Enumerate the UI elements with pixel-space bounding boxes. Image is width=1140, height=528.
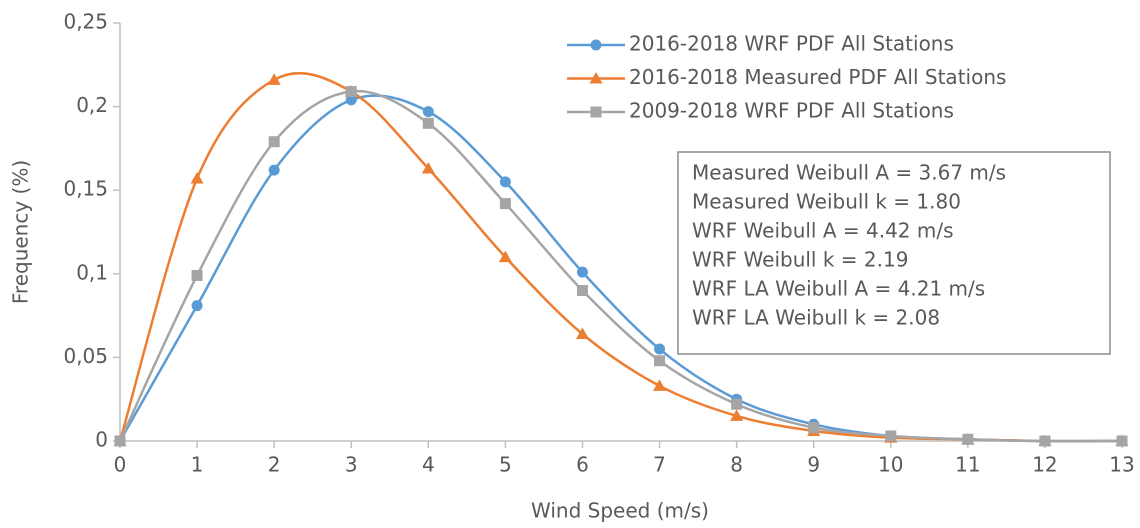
y-tick-label: 0,1 [76, 260, 108, 284]
data-point [499, 198, 511, 210]
x-tick-label: 10 [878, 453, 903, 477]
data-point [422, 117, 434, 129]
data-point [962, 433, 974, 445]
x-tick-label: 8 [730, 453, 743, 477]
annotation: WRF Weibull k = 2.19 [692, 248, 908, 272]
y-tick-label: 0 [95, 428, 108, 452]
data-point [268, 136, 280, 148]
data-point [730, 409, 744, 421]
annotation: Measured Weibull A = 3.67 m/s [692, 161, 1006, 185]
y-axis-title: Frequency (%) [9, 160, 33, 304]
x-tick-label: 13 [1109, 453, 1134, 477]
data-point [191, 300, 203, 312]
data-point [345, 86, 357, 98]
data-point [499, 176, 511, 188]
legend-marker [590, 106, 602, 118]
data-point [654, 355, 666, 367]
x-tick-label: 9 [807, 453, 820, 477]
y-tick-label: 0,15 [63, 177, 108, 201]
x-tick-label: 4 [422, 453, 435, 477]
data-point [345, 94, 357, 106]
legend-label: 2016-2018 Measured PDF All Stations [629, 65, 1006, 89]
data-point [267, 73, 281, 85]
data-point [190, 171, 204, 184]
x-tick-label: 5 [499, 453, 512, 477]
data-point [576, 266, 588, 278]
data-point [422, 106, 434, 118]
annotation: WRF Weibull A = 4.42 m/s [692, 219, 954, 243]
x-tick-label: 1 [191, 453, 204, 477]
x-tick-label: 3 [345, 453, 358, 477]
annotation: WRF LA Weibull k = 2.08 [692, 306, 940, 330]
data-point [114, 435, 126, 447]
data-point [268, 164, 280, 176]
x-tick-label: 12 [1032, 453, 1057, 477]
annotation: Measured Weibull k = 1.80 [692, 190, 961, 214]
y-tick-label: 0,05 [63, 344, 108, 368]
data-point [808, 422, 820, 434]
annotation: WRF LA Weibull A = 4.21 m/s [692, 277, 985, 301]
x-tick-label: 7 [653, 453, 666, 477]
data-point [653, 379, 667, 391]
data-point [576, 285, 588, 297]
data-point [731, 398, 743, 410]
y-tick-label: 0,2 [76, 93, 108, 117]
legend-marker [589, 72, 603, 84]
data-point [421, 161, 435, 174]
data-point [1039, 435, 1051, 447]
data-point [654, 343, 666, 355]
x-tick-label: 2 [268, 453, 281, 477]
x-axis-title: Wind Speed (m/s) [531, 499, 709, 523]
annotation-box [677, 151, 1111, 355]
legend-marker [590, 39, 602, 51]
x-tick-label: 0 [114, 453, 127, 477]
y-tick-label: 0,25 [63, 10, 108, 34]
legend-label: 2016-2018 WRF PDF All Stations [629, 32, 954, 56]
data-point [1116, 435, 1128, 447]
legend-label: 2009-2018 WRF PDF All Stations [629, 99, 954, 123]
x-tick-label: 6 [576, 453, 589, 477]
data-point [498, 250, 512, 263]
data-point [575, 327, 589, 339]
data-point [885, 430, 897, 442]
x-tick-label: 11 [955, 453, 980, 477]
data-point [191, 269, 203, 281]
